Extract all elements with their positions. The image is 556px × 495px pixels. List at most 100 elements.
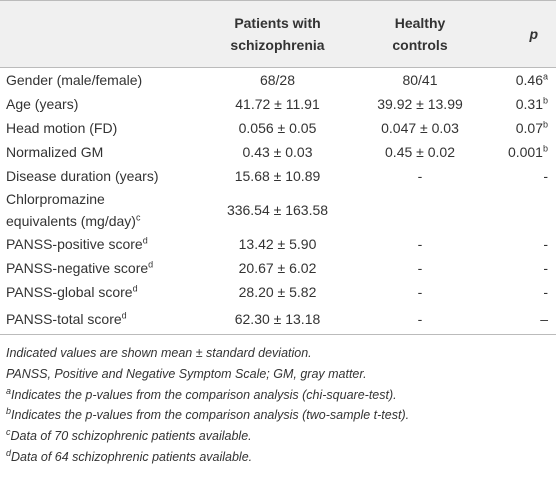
footnote-mark: d: [148, 259, 154, 270]
label-text: Normalized GM: [6, 144, 104, 160]
footnote: dData of 64 schizophrenic patients avail…: [6, 447, 556, 468]
cell-text: 62.30 ± 13.18: [234, 311, 321, 327]
label-text: Head motion (FD): [6, 120, 118, 136]
patients-cell: 41.72 ± 11.91: [205, 92, 350, 116]
footnote-mark: d: [132, 283, 138, 294]
header-text: controls: [392, 37, 448, 53]
footnote-text: Indicated values are shown mean ± standa…: [6, 346, 312, 360]
footnote: Indicated values are shown mean ± standa…: [6, 343, 556, 364]
cell-text: -: [417, 236, 423, 252]
p-cell: 0.07b: [490, 116, 556, 140]
cell-text: 13.42 ± 5.90: [238, 236, 317, 252]
cell-text: 0.001: [507, 144, 543, 160]
p-cell: -: [490, 164, 556, 188]
p-cell: -: [490, 256, 556, 280]
controls-cell: -: [350, 280, 490, 304]
label-text: Gender (male/female): [6, 72, 143, 88]
cell-text: -: [417, 168, 423, 184]
cell-text: 0.45 ± 0.02: [385, 144, 455, 160]
label-text: Age (years): [6, 96, 79, 112]
footnote-mark: b: [542, 119, 548, 130]
controls-cell: -: [350, 164, 490, 188]
controls-cell: -: [350, 232, 490, 256]
cell-text: 80/41: [402, 72, 438, 88]
label-text: PANSS-positive score: [6, 236, 143, 252]
controls-cell: 80/41: [350, 68, 490, 93]
footnote-mark: d: [121, 310, 127, 321]
label-text: PANSS-global score: [6, 284, 133, 300]
label-text: Disease duration (years): [6, 168, 159, 184]
footnote-text: Indicates the p-values from the comparis…: [11, 408, 410, 423]
cell-text: 15.68 ± 10.89: [234, 168, 321, 184]
p-cell: 0.31b: [490, 92, 556, 116]
label-text: PANSS-negative score: [6, 260, 149, 276]
table-row: PANSS-positive scored 13.42 ± 5.90 - -: [0, 232, 556, 256]
header-empty: [0, 0, 205, 68]
table-row: Chlorpromazine equivalents (mg/day)c 336.5…: [0, 188, 556, 232]
cell-text: 41.72 ± 11.91: [235, 96, 320, 112]
row-label: Chlorpromazine equivalents (mg/day)c: [0, 188, 205, 232]
footnote-text: PANSS, Positive and Negative Symptom Sca…: [6, 366, 367, 381]
cell-text: 0.047 ± 0.03: [381, 120, 459, 136]
cell-text: -: [543, 236, 548, 252]
p-cell: –: [490, 304, 556, 335]
footnote-mark: c: [6, 427, 11, 438]
controls-cell: [350, 188, 490, 232]
table-body: Gender (male/female) 68/28 80/41 0.46a Age (…: [0, 68, 556, 335]
header-cell: p: [490, 0, 556, 68]
cell-text: 68/28: [259, 72, 296, 88]
cell-text: -: [417, 284, 423, 300]
footnote-mark: c: [135, 212, 141, 223]
row-label: PANSS-positive scored: [0, 232, 205, 256]
cell-text: -: [543, 260, 548, 276]
footnote-mark: d: [142, 235, 148, 246]
cell-text: 0.07: [515, 120, 543, 136]
row-label: Age (years): [0, 92, 205, 116]
patients-cell: 20.67 ± 6.02: [205, 256, 350, 280]
table-row: Head motion (FD) 0.056 ± 0.05 0.047 ± 0.03…: [0, 116, 556, 140]
table-row: Normalized GM 0.43 ± 0.03 0.45 ± 0.02 0.001…: [0, 140, 556, 164]
table-row: Disease duration (years) 15.68 ± 10.89 - -: [0, 164, 556, 188]
footnote-mark: a: [542, 71, 548, 82]
table-row: Age (years) 41.72 ± 11.91 39.92 ± 13.99 0.3…: [0, 92, 556, 116]
p-cell: -: [490, 232, 556, 256]
header-cell: Patients with schizophrenia: [205, 0, 350, 68]
controls-cell: -: [350, 304, 490, 335]
footnote-mark: a: [6, 385, 12, 396]
table-row: PANSS-negative scored 20.67 ± 6.02 - -: [0, 256, 556, 280]
row-label: Head motion (FD): [0, 116, 205, 140]
patients-cell: 62.30 ± 13.18: [205, 304, 350, 335]
row-label: Disease duration (years): [0, 164, 205, 188]
header-text: schizophrenia: [230, 37, 325, 53]
header-cell: Healthy controls: [350, 0, 490, 68]
footnote-mark: b: [542, 143, 548, 154]
controls-cell: -: [350, 256, 490, 280]
cell-text: 0.43 ± 0.03: [242, 144, 313, 160]
patients-cell: 13.42 ± 5.90: [205, 232, 350, 256]
footnote-text: Data of 70 schizophrenic patients availa…: [10, 429, 252, 444]
label-text: equivalents (mg/day): [6, 213, 136, 229]
header-text: Patients with: [234, 15, 321, 31]
controls-cell: 0.047 ± 0.03: [350, 116, 490, 140]
cell-text: –: [540, 311, 548, 327]
cell-text: 0.056 ± 0.05: [238, 120, 317, 136]
table-row: PANSS-total scored 62.30 ± 13.18 - –: [0, 304, 556, 335]
cell-text: 336.54 ± 163.58: [226, 202, 329, 218]
cell-text: -: [543, 168, 548, 184]
cell-text: -: [543, 284, 548, 300]
cell-text: 20.67 ± 6.02: [238, 260, 317, 276]
footnote-mark: d: [6, 447, 12, 458]
header-row: Patients with schizophrenia Healthy contro…: [0, 0, 556, 68]
row-label: Normalized GM: [0, 140, 205, 164]
patients-cell: 15.68 ± 10.89: [205, 164, 350, 188]
p-cell: -: [490, 280, 556, 304]
header-text: Healthy: [394, 15, 446, 31]
label-text: PANSS-total score: [6, 311, 122, 327]
row-label: PANSS-global scored: [0, 280, 205, 304]
footnote-mark: b: [542, 95, 548, 106]
table-row: PANSS-global scored 28.20 ± 5.82 - -: [0, 280, 556, 304]
cell-text: 0.31: [515, 96, 543, 112]
p-cell: [490, 188, 556, 232]
patients-cell: 0.43 ± 0.03: [205, 140, 350, 164]
